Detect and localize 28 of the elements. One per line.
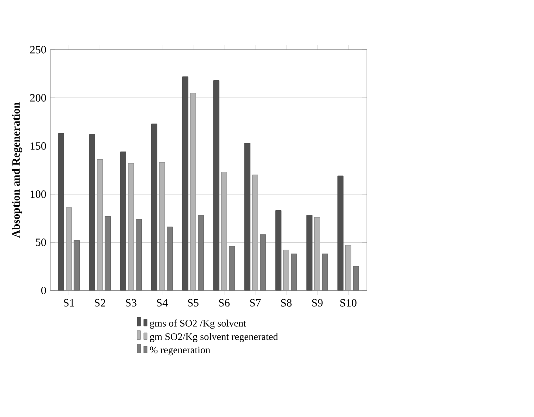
bar xyxy=(58,133,64,291)
y-tick-label: 100 xyxy=(30,190,46,198)
x-tick-label: S5 xyxy=(188,299,199,307)
y-tick-label: 0 xyxy=(42,286,46,294)
y-tick-label: 200 xyxy=(30,94,46,102)
x-tick-label: S7 xyxy=(250,299,261,307)
bar xyxy=(89,134,96,291)
legend-label: % regeneration xyxy=(150,346,210,356)
y-tick-label: 50 xyxy=(36,238,46,246)
legend-label: gm SO2/Kg solvent regenerated xyxy=(150,333,278,342)
bar xyxy=(214,80,220,291)
bar xyxy=(120,152,126,291)
x-tick-label: S4 xyxy=(157,299,168,307)
x-tick-label: S2 xyxy=(95,299,106,307)
bar xyxy=(276,210,282,291)
bar xyxy=(152,124,158,291)
x-tick-label: S10 xyxy=(340,299,357,307)
x-tick-label: S1 xyxy=(64,299,74,307)
x-tick-label: S3 xyxy=(126,299,137,307)
x-tick-label: S8 xyxy=(281,299,292,307)
legend-label: gms of SO2 /Kg solvent xyxy=(150,320,246,329)
x-tick-label: S6 xyxy=(219,299,230,307)
y-tick-label: 250 xyxy=(30,46,46,54)
y-axis-title: Absoption and Regeneration xyxy=(12,102,22,238)
bar xyxy=(244,143,251,291)
y-tick-label: 150 xyxy=(30,142,46,150)
bar xyxy=(182,76,189,291)
x-tick-label: S9 xyxy=(312,299,323,307)
